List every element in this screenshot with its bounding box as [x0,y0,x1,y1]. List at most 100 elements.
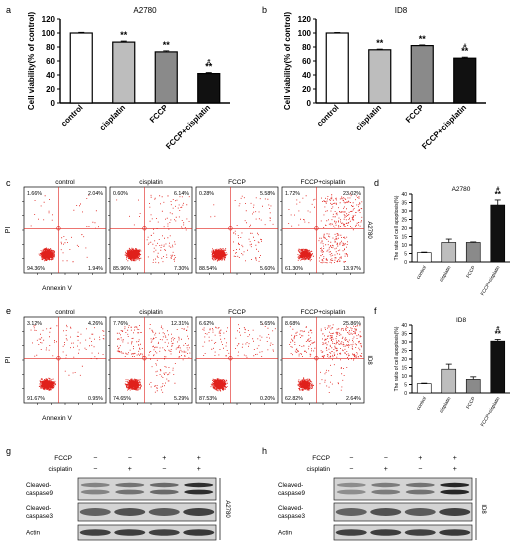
y-tick-label: 25 [401,218,407,224]
treatment-sign: + [162,455,166,462]
quadrant-ur: 4.26% [88,321,103,327]
quadrant-ul: 8.68% [285,321,300,327]
quadrant-center [142,226,147,231]
blot-panel-h: FCCP − − + +cisplatin − + − +Cleaved-caspase9Cle… [278,455,486,541]
quadrant-ur: 12.31% [171,321,189,327]
y-axis-label: The ratio of cell apoptosis(%) [394,195,400,260]
bar-control [416,383,432,394]
blot-band [439,529,471,536]
quadrant-ll: 94.36% [27,266,45,272]
y-axis-label: The ratio of cell apoptosis(%) [394,326,400,391]
quadrant-center [56,226,61,231]
y-axis-label: Cell viability(% of control) [283,12,292,111]
quadrant-lr: 5.29% [174,396,189,402]
treatment-sign: − [128,455,132,462]
y-tick-label: 80 [46,43,55,52]
bar-cisplatin [112,41,136,104]
quadrant-ll: 85.96% [113,266,131,272]
x-tick-label: FCCP+cisplatin [420,103,468,151]
y-tick-label: 0 [307,99,312,108]
panel-label-d: d [374,178,379,188]
treatment-label: cisplatin [307,466,331,473]
y-tick-label: 30 [401,340,407,346]
chart-title: ID8 [395,6,408,15]
flow-plot: cisplatin 0.60% 6.14% 85.96% 7.30% [108,179,193,275]
significance-mark: # [207,60,211,66]
quadrant-ll: 74.65% [113,396,131,402]
blot-band [80,482,110,488]
quadrant-ul: 0.60% [113,191,128,197]
panel-label-h: h [262,446,267,456]
flow-plot-title: FCCP [228,179,246,186]
flow-x-label: Annexin V [42,285,72,292]
band-label: Actin [26,530,40,537]
treatment-label: FCCP [54,455,72,462]
chart-title: A2780 [452,186,471,193]
treatment-sign: + [197,455,201,462]
x-tick-label: cisplatin [98,103,127,132]
blot-band [148,529,180,536]
quadrant-lr: 13.97% [343,266,361,272]
treatment-sign: − [93,466,97,473]
blot-band [336,482,366,488]
quadrant-ul: 1.72% [285,191,300,197]
blot-side-label: A2780 [224,500,230,518]
y-tick-label: 0 [51,99,56,108]
treatment-label: FCCP [312,455,330,462]
blot-band [336,489,366,495]
treatment-sign: − [384,455,388,462]
treatment-sign: − [349,466,353,473]
blot-band [404,508,436,516]
blot-band [184,482,214,488]
blot-band [405,482,435,488]
y-tick-label: 40 [401,323,407,329]
y-tick-label: 120 [298,15,312,24]
y-tick-label: 15 [401,235,407,241]
x-tick-label: FCCP+cisplatin [480,265,502,297]
flow-plot-frame [109,186,193,274]
y-tick-label: 0 [404,391,407,397]
quadrant-center [56,356,61,361]
bar-cisplatin [368,49,392,104]
bar-FCCP [465,379,481,394]
blot-band [148,508,180,516]
treatment-sign: + [384,466,388,473]
significance-mark: ** [120,30,128,40]
quadrant-ll: 61.30% [285,266,303,272]
significance-mark: ** [419,34,427,44]
flow-plot: FCCP 6.62% 5.65% 87.53% 0.20% [194,309,279,405]
quadrant-ll: 88.54% [199,266,217,272]
y-tick-label: 30 [401,209,407,215]
flow-y-label: PI [5,357,12,364]
blot-band [371,482,401,488]
x-tick-label: FCCP+cisplatin [164,103,212,151]
chart-title: A2780 [133,6,157,15]
quadrant-center [142,356,147,361]
treatment-sign: + [453,466,457,473]
chart-a: 0 20 40 60 80 100 120 A2780 Cell viability(% of … [27,6,230,151]
flow-side-label: A2780 [366,221,372,239]
flow-x-label: Annexin V [42,415,72,422]
quadrant-center [314,226,319,231]
bar-FCCP [410,44,434,104]
panel-label-g: g [6,446,11,456]
flow-plot: FCCP 0.28% 5.58% 88.54% 5.60% [194,179,279,275]
quadrant-ul: 0.28% [199,191,214,197]
blot-membrane [333,502,473,522]
y-tick-label: 10 [401,243,407,249]
bar-control [416,252,432,263]
band-label: caspase3 [26,513,53,520]
blot-band [183,529,215,536]
chart-d: 0 5 10 15 20 25 30 35 40 A2780 The ratio of cell a… [394,186,510,297]
bar-FCCP+cisplatin [197,72,221,104]
quadrant-lr: 7.30% [174,266,189,272]
quadrant-ul: 7.76% [113,321,128,327]
blot-band [149,489,179,495]
significance-mark: ** [495,190,502,199]
quadrant-lr: 1.94% [88,266,103,272]
bar-cisplatin [441,368,457,394]
x-tick-label: control [416,265,428,280]
quadrant-lr: 5.60% [260,266,275,272]
panel-label-c: c [6,178,11,188]
flow-plot-title: cisplatin [139,309,163,316]
